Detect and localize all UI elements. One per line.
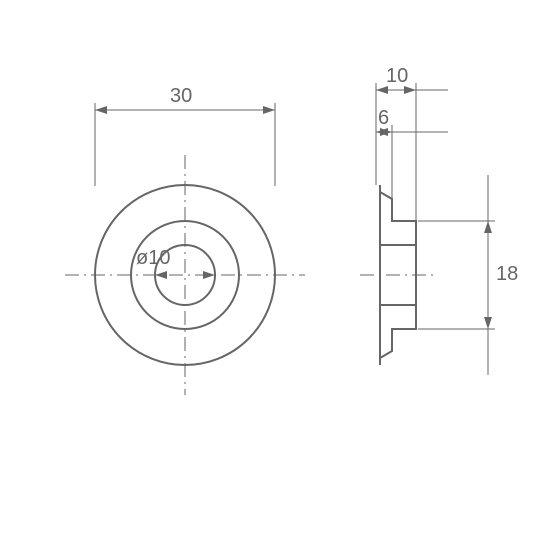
technical-drawing: 30 ø10 10 6 18 — [0, 0, 550, 550]
dim-30: 30 — [170, 85, 192, 107]
dim-6: 6 — [378, 107, 389, 129]
dim-10: 10 — [386, 65, 408, 87]
dim-18: 18 — [496, 263, 518, 285]
dim-bore: ø10 — [136, 247, 170, 269]
